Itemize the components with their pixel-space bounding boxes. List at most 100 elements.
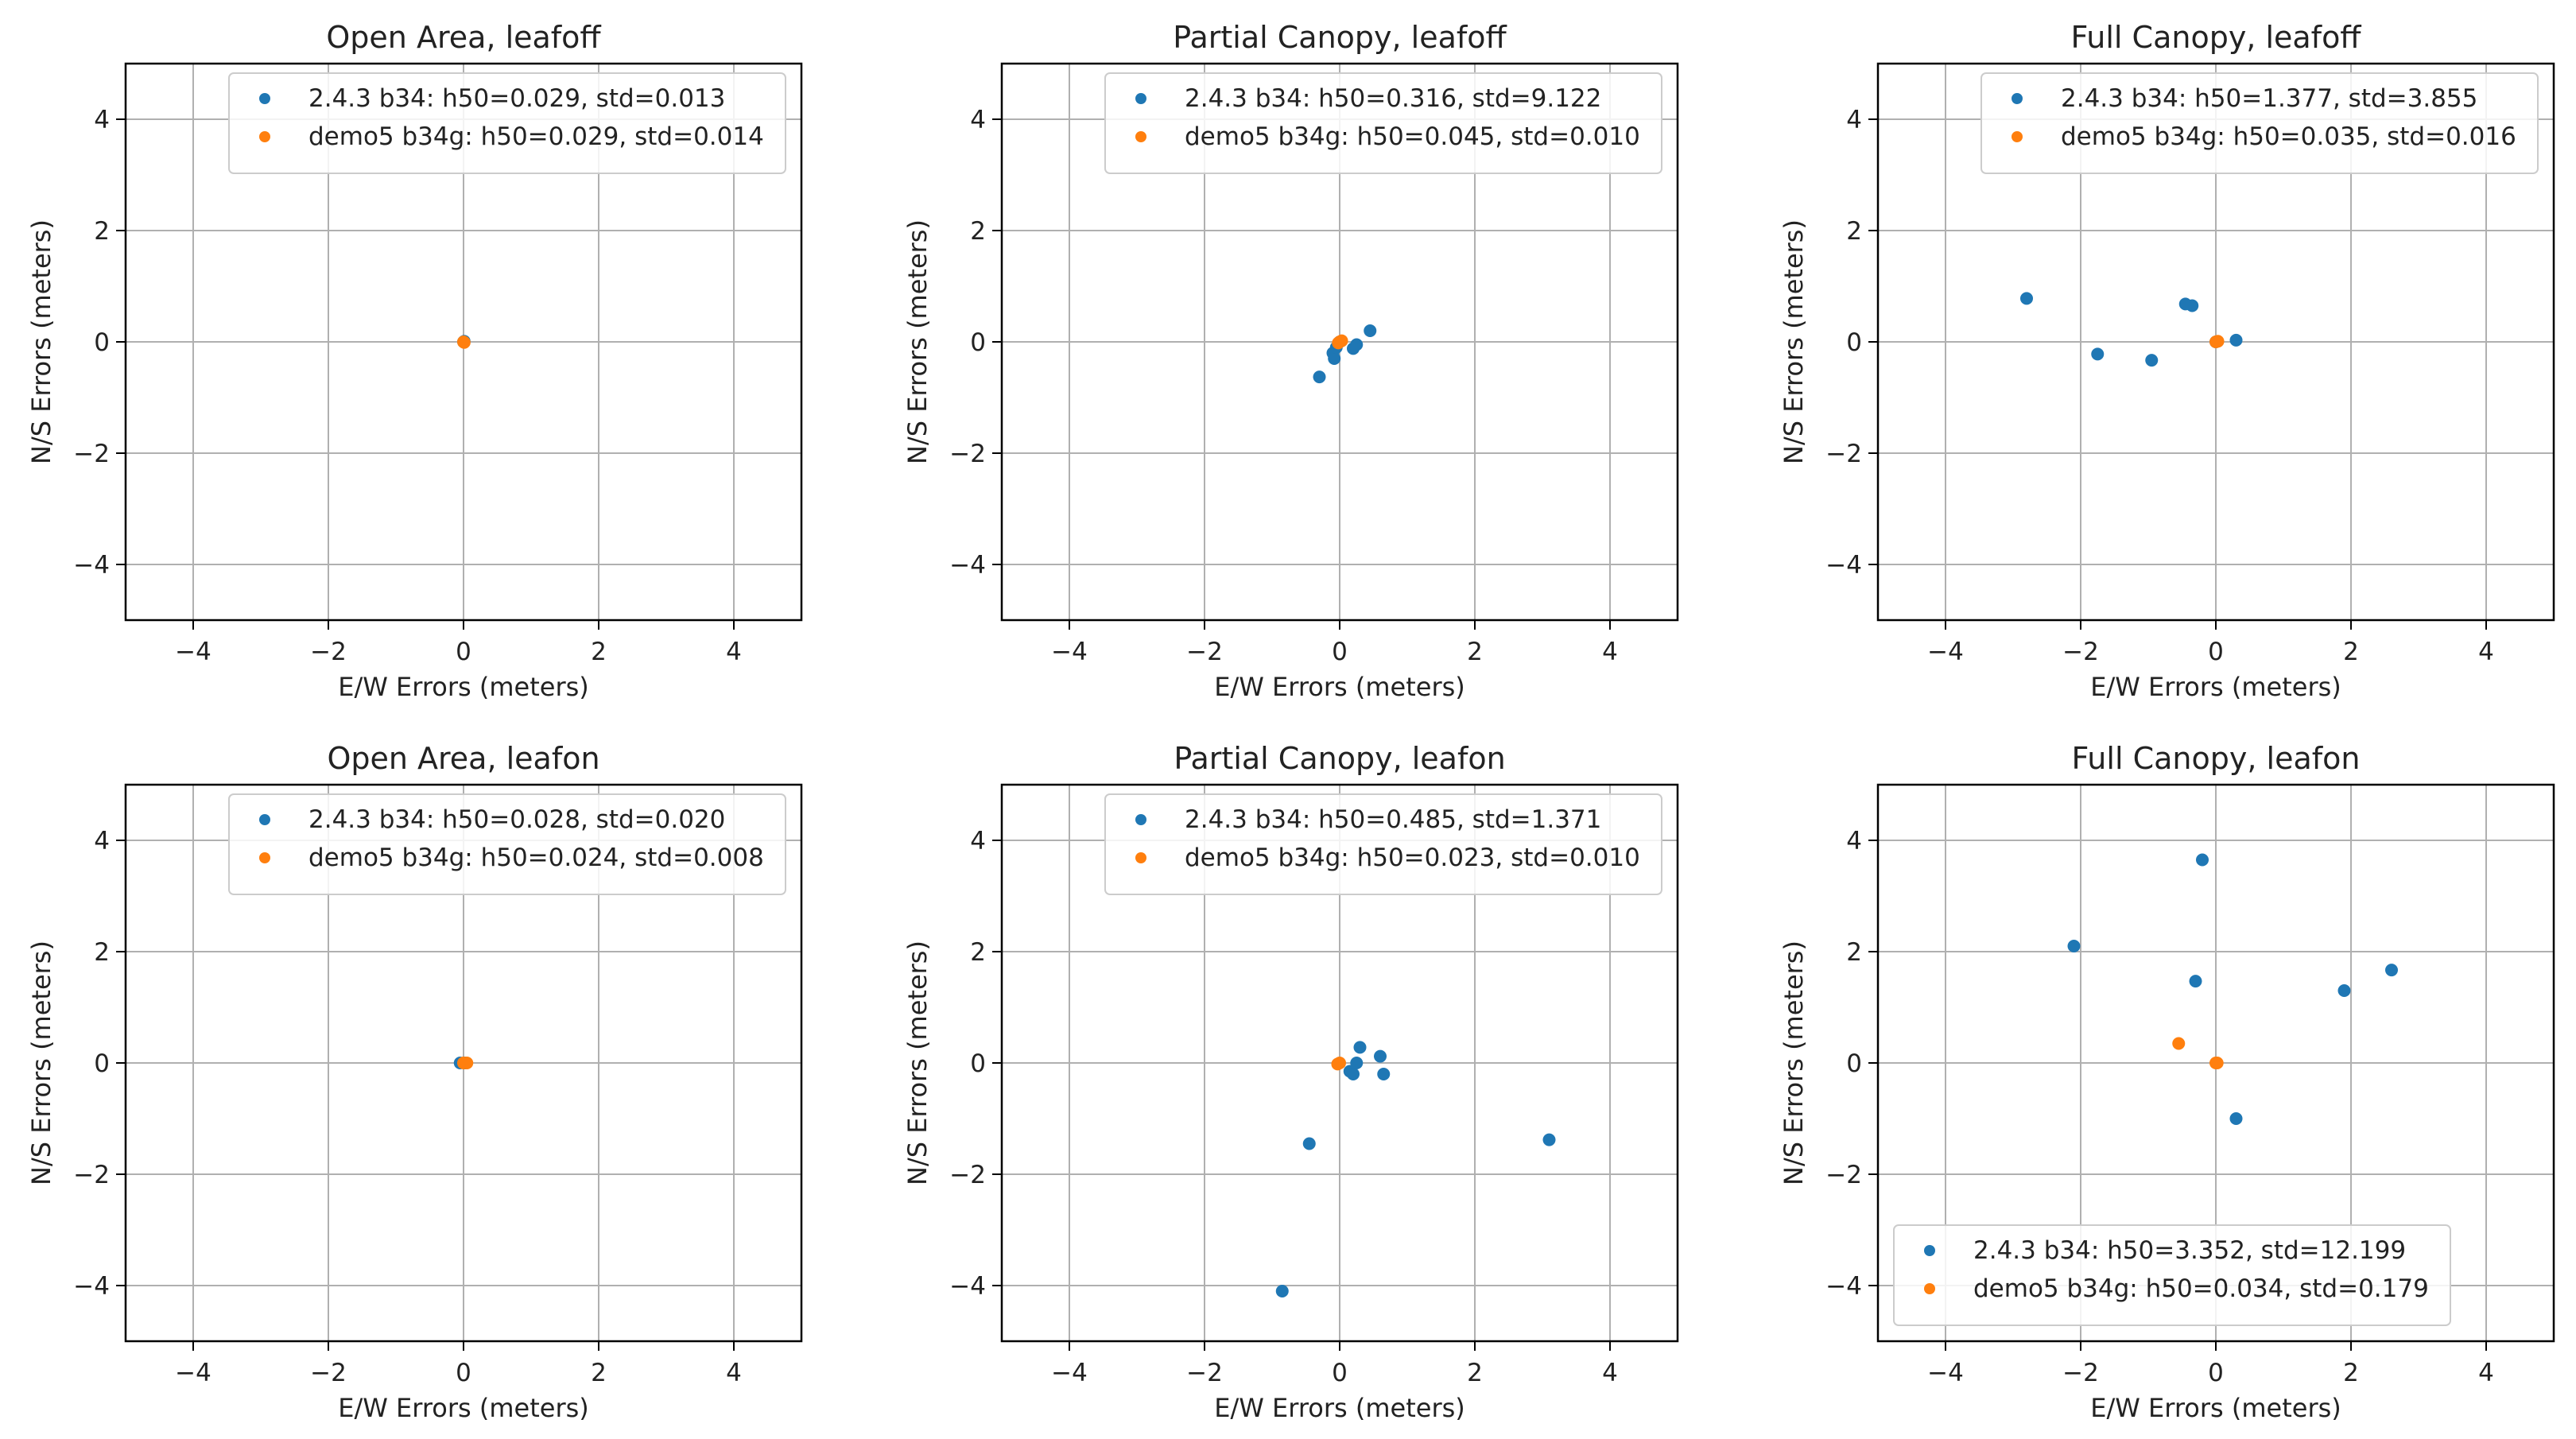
chart-title: Full Canopy, leafon xyxy=(2072,741,2361,776)
legend-label: demo5 b34g: h50=0.024, std=0.008 xyxy=(308,844,764,872)
legend-label: 2.4.3 b34: h50=0.029, std=0.013 xyxy=(308,84,725,113)
x-tick-label: −4 xyxy=(1051,1359,1088,1387)
x-tick-label: −2 xyxy=(2062,638,2099,666)
legend: 2.4.3 b34: h50=1.377, std=3.855 demo5 b34… xyxy=(1980,72,2539,174)
chart-title: Partial Canopy, leafon xyxy=(1174,741,1505,776)
x-tick-label: 0 xyxy=(1332,638,1348,666)
legend-box xyxy=(228,793,786,895)
legend-box xyxy=(1980,72,2539,174)
subplot-5: −4 −2 0 2 4 −4 −2 0 2 4 Partial Canopy, leafon E/W … xyxy=(902,741,1679,1423)
legend-marker xyxy=(1135,852,1146,863)
data-point-series1 xyxy=(2229,333,2243,347)
legend-label: demo5 b34g: h50=0.035, std=0.016 xyxy=(2061,122,2516,151)
x-axis-label: E/W Errors (meters) xyxy=(1214,672,1465,702)
x-tick-label: −4 xyxy=(175,638,211,666)
legend-marker xyxy=(259,814,270,825)
x-tick-label: 0 xyxy=(2208,638,2224,666)
x-tick-label: 4 xyxy=(2478,1359,2494,1387)
legend-marker xyxy=(2012,93,2023,104)
y-tick-label: −4 xyxy=(1825,1272,1862,1301)
x-tick-label: 4 xyxy=(1602,638,1618,666)
x-axis-label: E/W Errors (meters) xyxy=(338,672,589,702)
legend: 2.4.3 b34: h50=0.028, std=0.020 demo5 b34… xyxy=(228,793,786,895)
data-point-series1 xyxy=(2091,347,2105,361)
y-tick-label: 0 xyxy=(970,1049,986,1078)
data-point-series1 xyxy=(1313,370,1326,384)
x-tick-label: 2 xyxy=(591,1359,607,1387)
x-tick-label: 4 xyxy=(726,1359,742,1387)
y-tick-label: −4 xyxy=(949,551,986,580)
y-tick-label: 2 xyxy=(1846,217,1862,246)
legend-label: demo5 b34g: h50=0.023, std=0.010 xyxy=(1185,844,1640,872)
data-point-series1 xyxy=(1374,1049,1387,1063)
y-tick-label: −4 xyxy=(949,1272,986,1301)
data-point-series1 xyxy=(1364,324,1377,337)
legend-label: 2.4.3 b34: h50=1.377, std=3.855 xyxy=(2061,84,2477,113)
y-tick-label: −4 xyxy=(1825,551,1862,580)
x-tick-label: 2 xyxy=(591,638,607,666)
y-tick-label: 4 xyxy=(94,827,110,855)
data-point-series1 xyxy=(1347,1068,1360,1080)
legend-marker xyxy=(1924,1283,1935,1294)
y-tick-label: 2 xyxy=(94,217,110,246)
legend-marker xyxy=(259,93,270,104)
legend-label: demo5 b34g: h50=0.034, std=0.179 xyxy=(1973,1274,2429,1303)
data-point-series2 xyxy=(2172,1037,2186,1050)
chart-title: Open Area, leafon xyxy=(327,741,599,776)
legend-label: 2.4.3 b34: h50=0.485, std=1.371 xyxy=(1185,805,1601,834)
x-tick-label: 0 xyxy=(2208,1359,2224,1387)
data-point-series1 xyxy=(2067,940,2081,952)
data-point-series1 xyxy=(2186,299,2199,312)
data-point-series1 xyxy=(1353,1041,1367,1054)
data-point-series2 xyxy=(2211,335,2225,348)
y-tick-label: 4 xyxy=(970,106,986,134)
legend: 2.4.3 b34: h50=0.316, std=9.122 demo5 b34… xyxy=(1104,72,1662,174)
legend: 2.4.3 b34: h50=0.485, std=1.371 demo5 b34… xyxy=(1104,793,1662,895)
x-tick-label: −2 xyxy=(310,638,347,666)
legend: 2.4.3 b34: h50=3.352, std=12.199 demo5 b3… xyxy=(1893,1224,2451,1326)
y-tick-label: 4 xyxy=(970,827,986,855)
y-tick-label: −2 xyxy=(73,1161,110,1189)
y-tick-label: 0 xyxy=(1846,1049,1862,1078)
x-tick-label: 4 xyxy=(2478,638,2494,666)
y-tick-label: 4 xyxy=(94,106,110,134)
x-tick-label: 0 xyxy=(1332,1359,1348,1387)
data-point-series1 xyxy=(2020,292,2033,305)
legend-label: demo5 b34g: h50=0.045, std=0.010 xyxy=(1185,122,1640,151)
data-point-series1 xyxy=(2385,964,2398,977)
x-tick-label: 2 xyxy=(1467,638,1483,666)
y-tick-label: 4 xyxy=(1846,106,1862,134)
x-tick-label: −4 xyxy=(1927,1359,1964,1387)
y-axis-label: N/S Errors (meters) xyxy=(26,219,56,464)
chart-title: Open Area, leafoff xyxy=(326,20,601,55)
legend-marker xyxy=(259,852,270,863)
legend-marker xyxy=(1135,814,1146,825)
y-tick-label: −2 xyxy=(949,440,986,468)
data-point-series1 xyxy=(2145,354,2159,367)
y-axis-label: N/S Errors (meters) xyxy=(1779,941,1809,1185)
subplot-1: −4 −2 0 2 4 −4 −2 0 2 4 Open Area, leafoff E/W Erro… xyxy=(26,20,803,702)
x-tick-label: 4 xyxy=(1602,1359,1618,1387)
data-point-series1 xyxy=(2189,975,2202,988)
y-axis-label: N/S Errors (meters) xyxy=(902,219,933,464)
data-point-series1 xyxy=(1302,1137,1316,1150)
data-point-series1 xyxy=(1542,1133,1556,1146)
x-axis-label: E/W Errors (meters) xyxy=(2090,1393,2341,1423)
legend-label: 2.4.3 b34: h50=3.352, std=12.199 xyxy=(1973,1236,2406,1265)
y-tick-label: 0 xyxy=(94,1049,110,1078)
x-axis-label: E/W Errors (meters) xyxy=(1214,1393,1465,1423)
x-tick-label: −2 xyxy=(310,1359,347,1387)
legend-marker xyxy=(1924,1245,1935,1256)
legend-marker xyxy=(1135,131,1146,142)
legend-label: 2.4.3 b34: h50=0.316, std=9.122 xyxy=(1185,84,1601,113)
y-axis-label: N/S Errors (meters) xyxy=(1779,219,1809,464)
data-point-series2 xyxy=(460,1057,474,1069)
data-point-series1 xyxy=(1350,1057,1364,1069)
x-axis-label: E/W Errors (meters) xyxy=(2090,672,2341,702)
y-tick-label: 4 xyxy=(1846,827,1862,855)
legend-marker xyxy=(2012,131,2023,142)
x-tick-label: 0 xyxy=(456,1359,471,1387)
legend-label: demo5 b34g: h50=0.029, std=0.014 xyxy=(308,122,764,151)
legend-marker xyxy=(259,131,270,142)
